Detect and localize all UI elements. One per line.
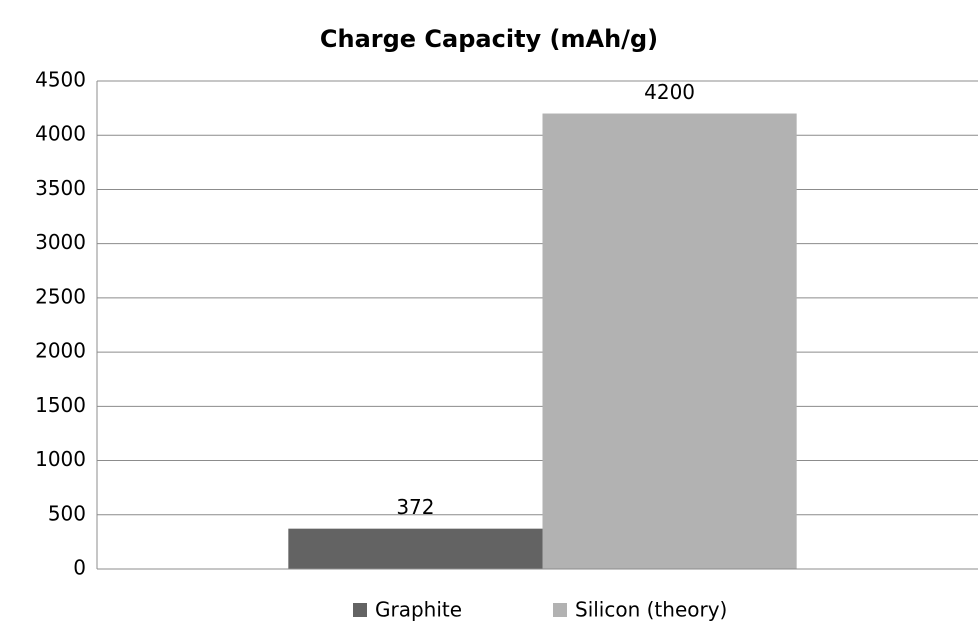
legend-swatch — [553, 603, 567, 617]
y-tick-label: 2500 — [35, 284, 86, 308]
y-tick-label: 0 — [73, 556, 86, 580]
y-tick-label: 1500 — [35, 393, 86, 417]
bar — [288, 528, 543, 569]
y-tick-label: 3500 — [35, 176, 86, 200]
data-label: 4200 — [644, 80, 695, 104]
legend-swatch — [353, 603, 367, 617]
data-label: 372 — [396, 495, 434, 519]
legend-label: Graphite — [375, 598, 462, 622]
y-tick-label: 4000 — [35, 122, 86, 146]
legend-label: Silicon (theory) — [575, 598, 727, 622]
y-tick-label: 1000 — [35, 447, 86, 471]
y-tick-label: 4500 — [35, 68, 86, 92]
bar — [542, 113, 797, 570]
chart-title: Charge Capacity (mAh/g) — [320, 25, 658, 53]
y-tick-label: 500 — [48, 501, 86, 525]
y-tick-label: 2000 — [35, 339, 86, 363]
y-tick-label: 3000 — [35, 230, 86, 254]
